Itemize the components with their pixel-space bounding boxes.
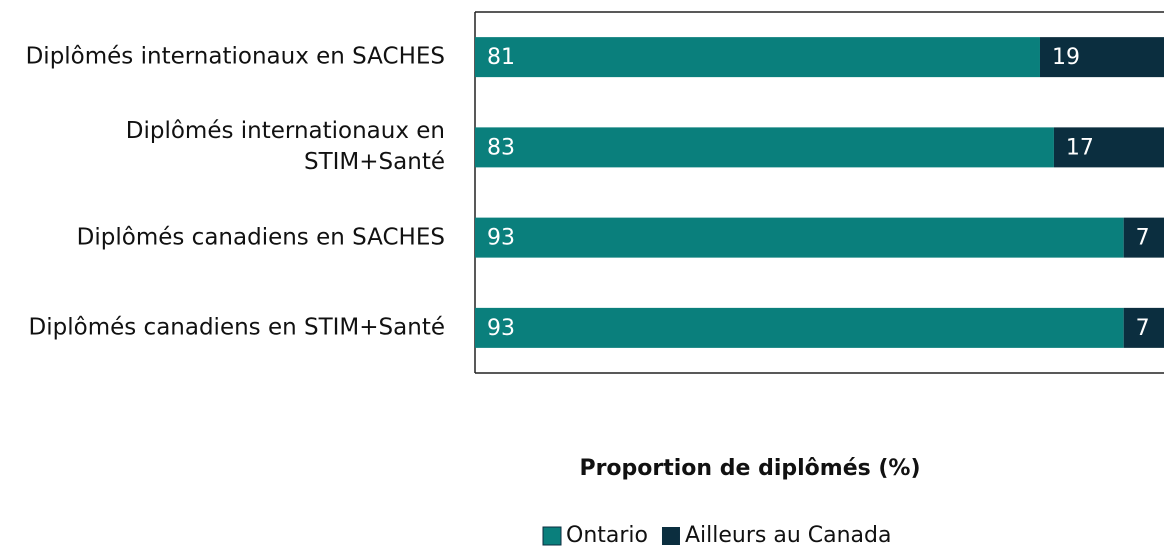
legend-swatch [661,527,680,545]
bar-segment [1039,37,1164,78]
bar-segment [475,37,1040,78]
data-label: 93 [487,226,515,251]
data-label: 7 [1136,226,1150,251]
y-tick-label: Diplômés internationaux en SACHES [25,43,445,70]
data-label: 17 [1066,135,1094,160]
legend-label: Ontario [566,523,648,546]
data-label: 81 [487,45,515,70]
y-tick-label: Diplômés canadiens en SACHES [76,224,445,251]
data-label: 19 [1052,45,1080,70]
bar-segment [1053,127,1164,168]
data-label: 7 [1136,316,1150,341]
y-tick-label: Diplômés canadiens en STIM+Santé [28,314,445,341]
bar-segment [475,217,1124,258]
x-axis-title: Proportion de diplômés (%) [579,456,920,481]
legend-swatch [542,526,562,546]
bar-segment [1123,217,1164,258]
bar-segment [475,307,1124,348]
data-label: 93 [487,316,515,341]
y-tick-label: Diplômés internationaux en STIM+Santé [125,118,445,176]
bar-segment [1123,307,1164,348]
data-label: 83 [487,135,515,160]
legend-label: Ailleurs au Canada [685,523,892,546]
bar-segment [475,127,1054,168]
